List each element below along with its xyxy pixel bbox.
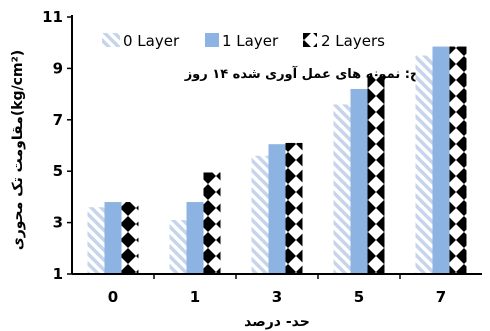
- y-tick-label: 3: [53, 214, 63, 232]
- y-axis-title: مقاومت تک محوری(kg/cm²): [10, 50, 26, 250]
- bar-2-layers-7: [449, 46, 467, 275]
- legend-label-0-layer: 0 Layer: [123, 32, 180, 50]
- y-tick-label: 11: [42, 8, 63, 26]
- chart-annotation: ج: نمونه های عمل آوری شده ۱۴ روز: [184, 65, 420, 82]
- y-tick-label: 9: [53, 59, 63, 77]
- y-tick-label: 1: [53, 265, 63, 283]
- legend-swatch-1-layer: [205, 33, 219, 47]
- bar-1-layer-1: [186, 202, 204, 274]
- y-tick-label: 7: [53, 111, 63, 129]
- y-tick-label: 5: [53, 162, 63, 180]
- legend-label-2-layers: 2 Layers: [321, 32, 385, 50]
- x-tick-label: 0: [108, 288, 118, 306]
- bar-0-layer-5: [333, 104, 351, 274]
- legend-swatch-0-layer: [102, 33, 120, 47]
- x-tick-label: 5: [354, 288, 364, 306]
- bar-2-layers-0: [121, 202, 139, 274]
- bar-1-layer-5: [350, 88, 368, 275]
- bar-1-layer-0: [104, 202, 122, 274]
- bar-0-layer-0: [87, 207, 105, 274]
- legend-label-1-layer: 1 Layer: [222, 32, 279, 50]
- legend: 0 Layer 1 Layer 2 Layers: [102, 32, 385, 50]
- x-tick-label: 7: [436, 288, 446, 306]
- bar-0-layer-7: [415, 55, 433, 274]
- x-axis-title: حد- درصد: [244, 314, 310, 330]
- bar-2-layers-1: [203, 172, 221, 274]
- bar-1-layer-7: [432, 46, 450, 275]
- x-tick-label: 1: [190, 288, 200, 306]
- bar-0-layer-1: [169, 220, 187, 274]
- bar-2-layers-5: [367, 76, 385, 274]
- plot-area: 1 3 5 7 9 11 0 1 3 5 7: [42, 8, 482, 306]
- x-tick-label: 3: [272, 288, 282, 306]
- bar-1-layer-3: [268, 144, 286, 274]
- bar-2-layers-3: [285, 142, 303, 274]
- legend-swatch-2-layers: [303, 33, 317, 47]
- bar-0-layer-3: [251, 155, 269, 274]
